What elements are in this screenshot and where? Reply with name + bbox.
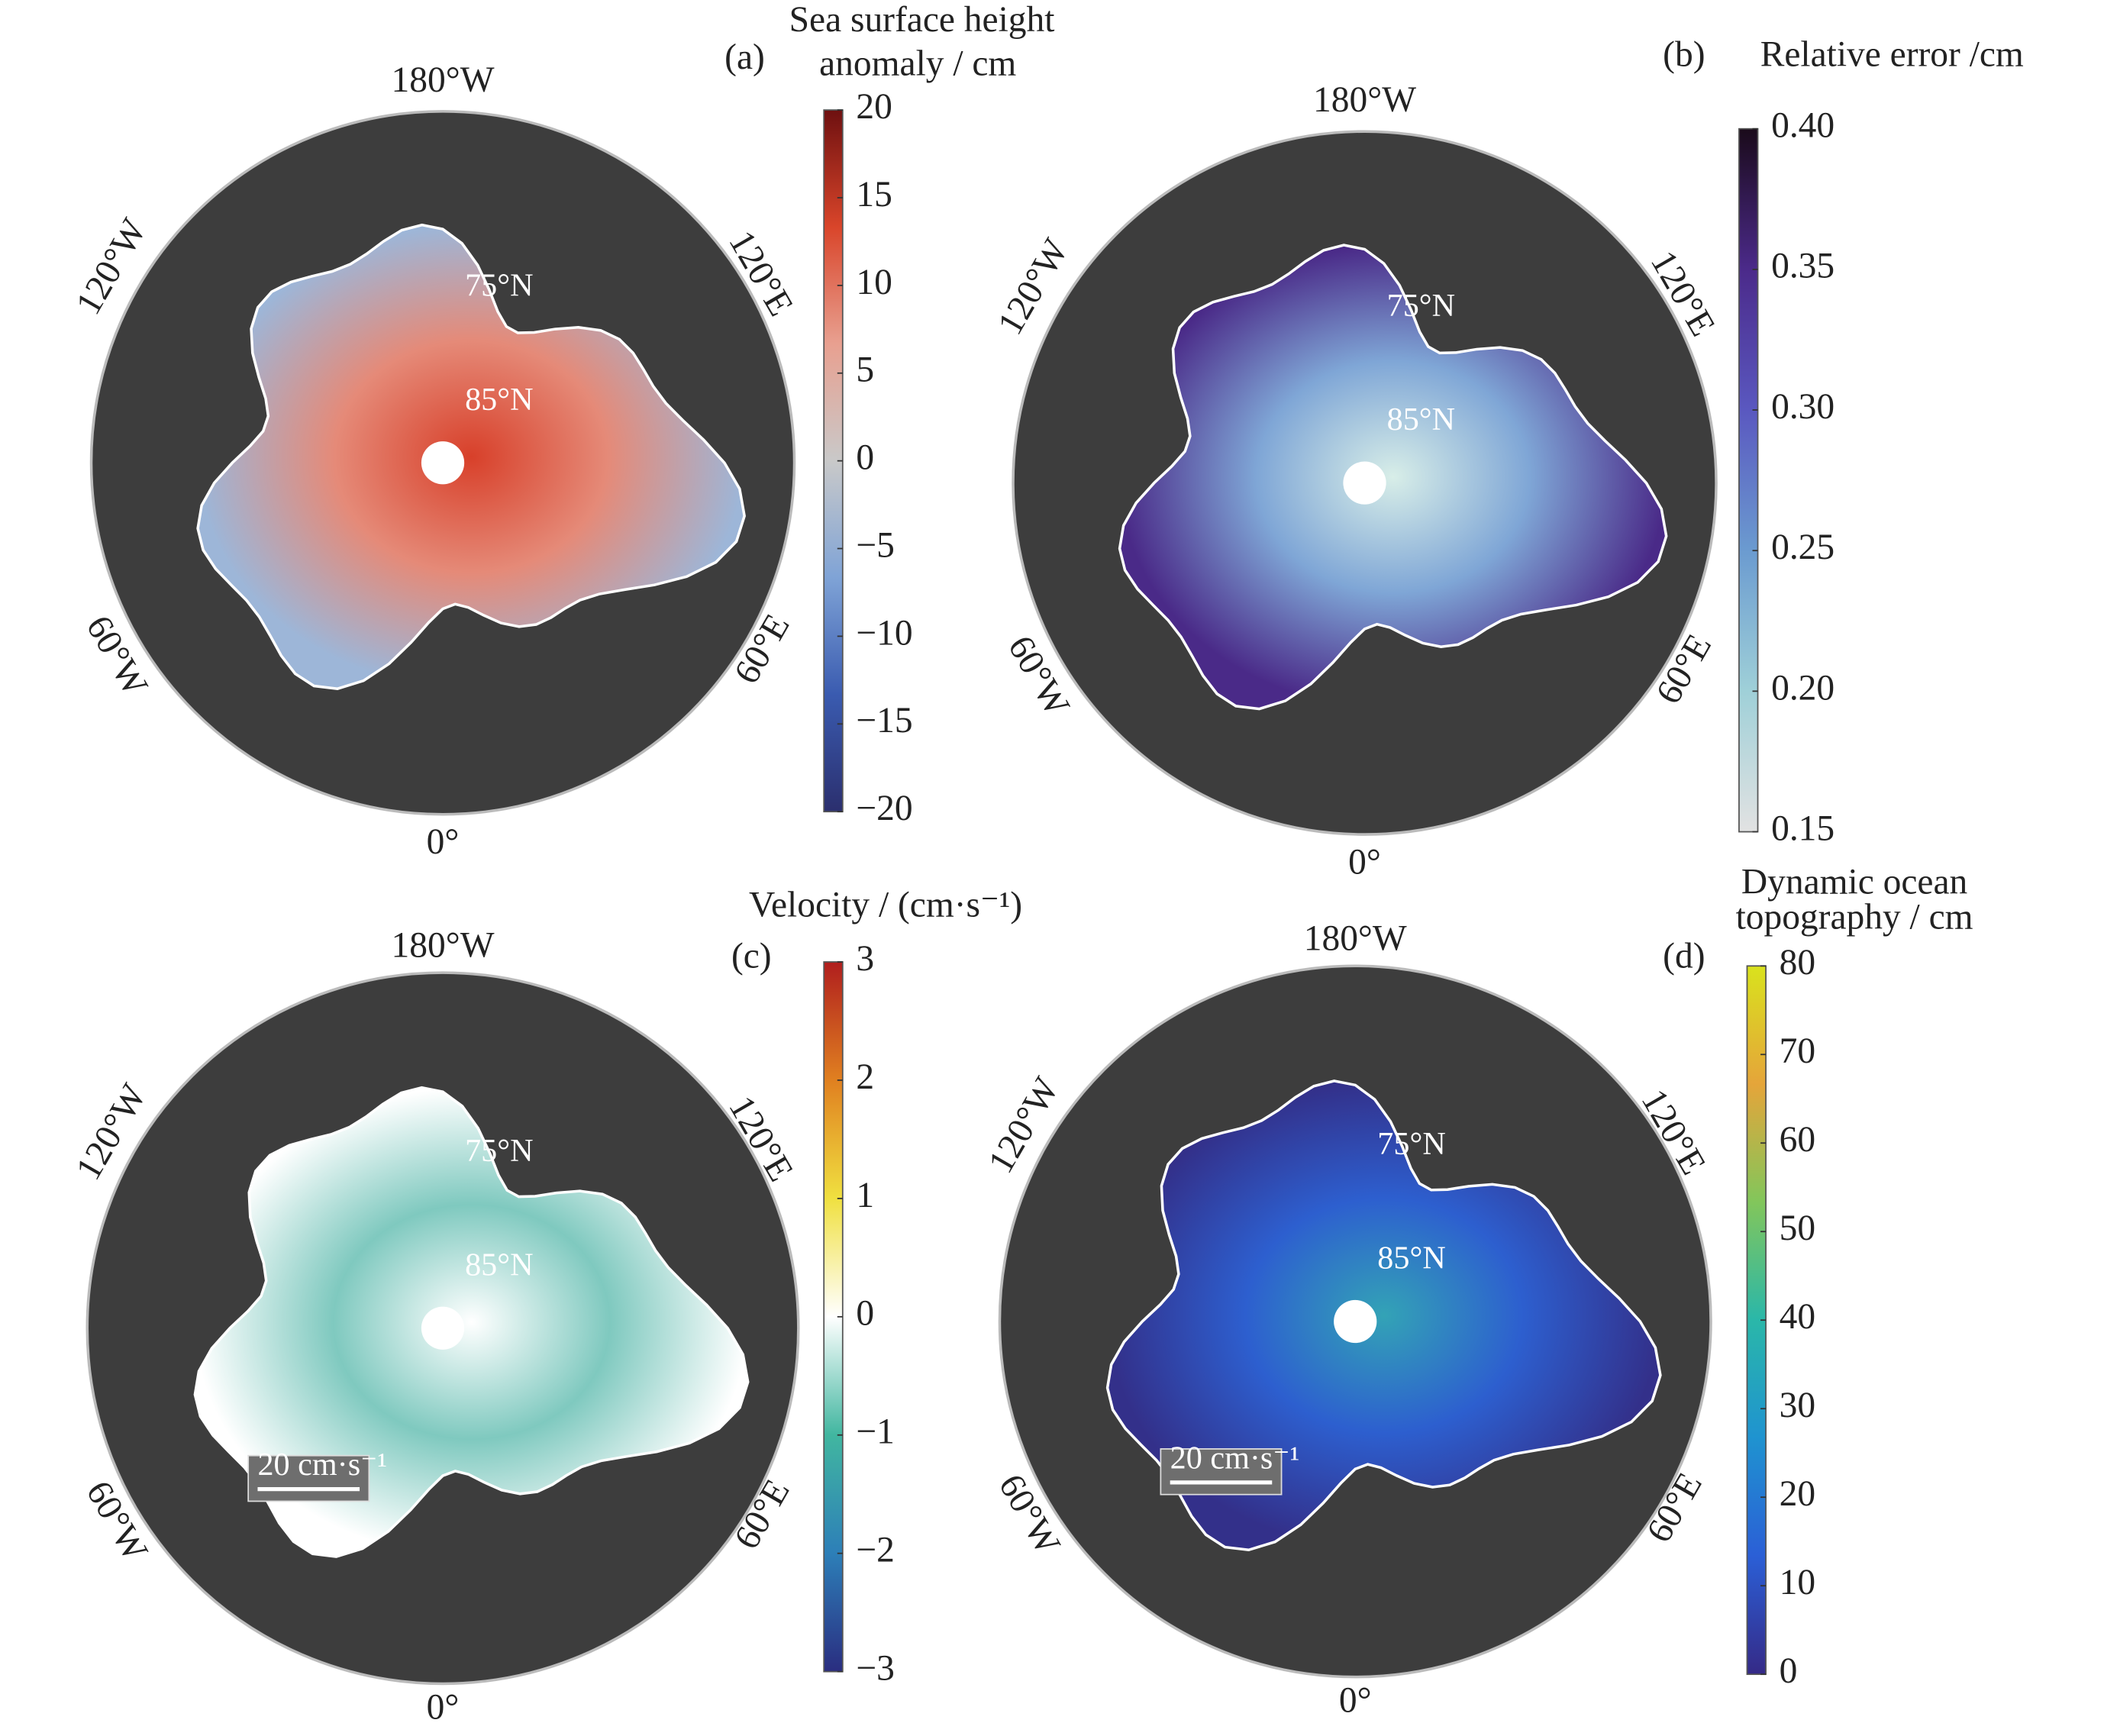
colorbar-title: Sea surface height bbox=[789, 0, 1055, 40]
colorbar-tick-label: 0 bbox=[1780, 1651, 1798, 1691]
longitude-label: 180°W bbox=[1313, 80, 1416, 120]
ocean-field bbox=[193, 1086, 750, 1558]
latitude-label: 85°N bbox=[1377, 1241, 1445, 1276]
longitude-label: 0° bbox=[1339, 1681, 1372, 1721]
panel-letter: (c) bbox=[731, 936, 772, 976]
colorbar-title: Dynamic ocean bbox=[1741, 863, 1967, 902]
latitude-label: 75°N bbox=[1377, 1126, 1445, 1162]
colorbar-tick-label: 2 bbox=[856, 1057, 874, 1097]
colorbar-tick-label: 0.40 bbox=[1771, 106, 1835, 146]
colorbar-title: anomaly / cm bbox=[819, 44, 1016, 84]
colorbar-tick-label: −15 bbox=[856, 701, 912, 741]
colorbar-title: topography / cm bbox=[1736, 897, 1973, 937]
panel-letter: (d) bbox=[1663, 936, 1705, 976]
colorbar-tick-label: −10 bbox=[856, 613, 912, 653]
ocean-field bbox=[1105, 1079, 1662, 1552]
colorbar-tick-label: 15 bbox=[856, 175, 892, 215]
colorbar-tick-label: 10 bbox=[1780, 1563, 1815, 1602]
colorbar-tick-label: 40 bbox=[1780, 1297, 1815, 1337]
longitude-label: 180°W bbox=[1304, 919, 1407, 959]
pole-hole bbox=[421, 441, 465, 485]
panel-letter: (a) bbox=[724, 37, 765, 77]
colorbar-tick-label: 60 bbox=[1780, 1120, 1815, 1160]
pole-hole bbox=[421, 1306, 465, 1350]
colorbar-tick-label: −3 bbox=[856, 1649, 894, 1689]
colorbar-title: Relative error /cm bbox=[1760, 34, 2024, 74]
colorbar-tick-label: −20 bbox=[856, 789, 912, 828]
colorbar-tick-label: −2 bbox=[856, 1531, 894, 1570]
scale-box bbox=[247, 1454, 370, 1502]
longitude-label: 180°W bbox=[392, 925, 495, 965]
colorbar-tick-label: 50 bbox=[1780, 1208, 1815, 1248]
colorbar-tick-label: 0 bbox=[856, 438, 874, 478]
longitude-label: 0° bbox=[1348, 842, 1381, 882]
latitude-label: 75°N bbox=[465, 1133, 533, 1169]
colorbar-tick-label: 1 bbox=[856, 1176, 874, 1215]
colorbar-tick-label: 0.35 bbox=[1771, 247, 1835, 286]
ocean-field bbox=[1118, 244, 1668, 711]
scale-box bbox=[1160, 1448, 1283, 1496]
colorbar-tick-label: 0.25 bbox=[1771, 528, 1835, 567]
colorbar-tick-label: −1 bbox=[856, 1412, 894, 1452]
colorbar-tick-label: 30 bbox=[1780, 1386, 1815, 1425]
colorbar-tick-label: 70 bbox=[1780, 1031, 1815, 1071]
latitude-label: 75°N bbox=[1387, 288, 1455, 324]
latitude-label: 85°N bbox=[1387, 402, 1455, 437]
colorbar-tick-label: 20 bbox=[1780, 1474, 1815, 1514]
pole-hole bbox=[1334, 1299, 1377, 1344]
colorbar bbox=[1738, 127, 1759, 833]
latitude-label: 75°N bbox=[465, 268, 533, 304]
colorbar-tick-label: 0.15 bbox=[1771, 808, 1835, 848]
panel-letter: (b) bbox=[1663, 34, 1705, 74]
longitude-label: 0° bbox=[427, 1688, 460, 1728]
longitude-label: 0° bbox=[427, 822, 460, 862]
colorbar-tick-label: 80 bbox=[1780, 943, 1815, 983]
colorbar-tick-label: 20 bbox=[856, 87, 892, 127]
ocean-field bbox=[196, 223, 746, 691]
colorbar-tick-label: 0.20 bbox=[1771, 668, 1835, 708]
scale-label: 20 cm·s⁻¹ bbox=[257, 1447, 387, 1483]
latitude-label: 85°N bbox=[465, 382, 533, 418]
scale-label: 20 cm·s⁻¹ bbox=[1170, 1440, 1300, 1476]
colorbar-title: Velocity / (cm·s⁻¹) bbox=[749, 886, 1022, 925]
longitude-label: 180°W bbox=[392, 60, 495, 100]
colorbar-tick-label: 3 bbox=[856, 939, 874, 979]
colorbar-tick-label: 0.30 bbox=[1771, 387, 1835, 427]
colorbar-tick-label: −5 bbox=[856, 525, 894, 565]
pole-hole bbox=[1343, 461, 1386, 505]
colorbar-tick-label: 0 bbox=[856, 1294, 874, 1334]
colorbar-tick-label: 5 bbox=[856, 350, 874, 390]
latitude-label: 85°N bbox=[465, 1247, 533, 1283]
colorbar-tick-label: 10 bbox=[856, 263, 892, 302]
